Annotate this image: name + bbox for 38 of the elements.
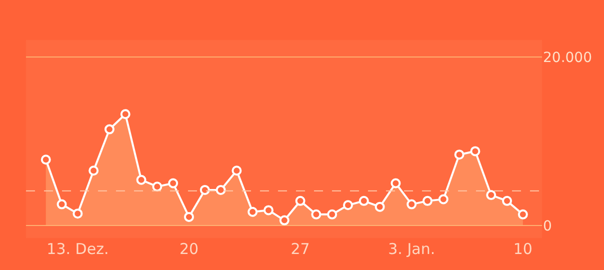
point (518, 209, 528, 220)
x-tick-label: 20 (179, 240, 199, 258)
point (184, 212, 194, 222)
point (454, 150, 464, 160)
point (343, 200, 353, 210)
point (232, 166, 242, 176)
x-tick-label: 3. Jan. (388, 240, 436, 258)
point (40, 154, 51, 165)
x-tick-label: 13. Dez. (46, 240, 109, 258)
point (502, 196, 512, 206)
point (248, 206, 258, 217)
point (152, 182, 162, 192)
point (374, 202, 385, 212)
point (279, 215, 290, 226)
point (438, 194, 448, 204)
point (88, 166, 99, 176)
point (327, 209, 338, 220)
point (56, 199, 67, 210)
point (120, 109, 130, 120)
point (264, 205, 274, 216)
y-tick-label: 20.000 (543, 50, 592, 66)
point (72, 208, 83, 219)
x-tick-label: 27 (290, 240, 310, 258)
point (390, 178, 401, 188)
point (216, 184, 226, 195)
point (295, 196, 306, 206)
point (406, 199, 417, 210)
point (486, 190, 496, 200)
point (168, 178, 178, 188)
point (136, 174, 146, 185)
point (311, 209, 322, 220)
x-tick-label: 10 (513, 240, 532, 258)
point (470, 146, 480, 156)
point (358, 196, 369, 206)
point (200, 184, 210, 195)
y-tick-label: 0 (543, 218, 552, 234)
point (422, 196, 433, 206)
point (104, 124, 114, 134)
